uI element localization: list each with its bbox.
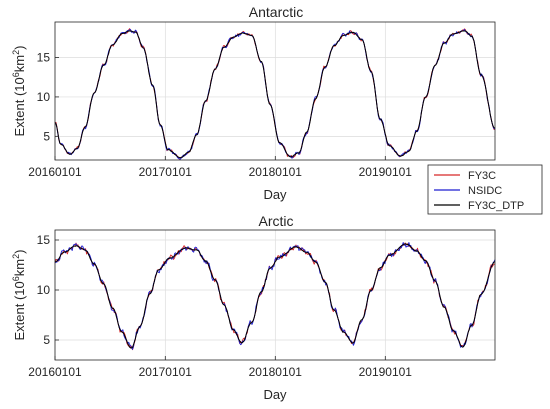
antarctic-x-tick-label: 20180101 [249,165,303,179]
arctic-x-ticks: 20160101 20170101 20180101 20190101 [28,356,412,379]
arctic-x-axis-label: Day [263,387,287,402]
legend-label-nsidc: NSIDC [468,185,502,197]
antarctic-x-tick-label: 20160101 [28,165,82,179]
arctic-y-tick-label: 15 [37,233,51,247]
arctic-x-tick-label: 20180101 [249,365,303,379]
arctic-x-tick-label: 20170101 [139,365,193,379]
antarctic-title: Antarctic [249,4,303,20]
antarctic-series [54,28,496,160]
antarctic-axes-frame [54,21,496,161]
antarctic-x-tick-label: 20190101 [359,165,413,179]
arctic-panel: Arctic 20160101 20170101 20180101 20190101 … [11,213,496,402]
arctic-y-tick-label: 5 [43,333,50,347]
antarctic-y-tick-label: 15 [37,50,51,64]
antarctic-y-tick-label: 5 [43,129,50,143]
legend-entries: FY3C NSIDC FY3C_DTP [434,170,524,212]
arctic-title: Arctic [259,213,294,229]
arctic-x-tick-label: 20160101 [28,365,82,379]
arctic-series [54,242,496,351]
arctic-series-nsidc [54,242,496,350]
antarctic-x-axis-label: Day [263,187,287,202]
antarctic-panel: Antarctic 20160101 20170101 20180101 201901… [11,4,496,202]
arctic-y-ticks: 5 10 15 [37,233,59,347]
arctic-y-axis-label: Extent (106km2) [11,250,27,341]
antarctic-y-ticks: 5 10 15 [37,50,59,143]
antarctic-y-tick-label: 10 [37,90,51,104]
arctic-axes-frame [54,229,496,361]
legend-label-fy3c: FY3C [468,170,496,182]
legend-label-fy3c-dtp: FY3C_DTP [468,200,524,212]
antarctic-grid [54,22,495,160]
arctic-series-fy3c-dtp [54,243,496,349]
antarctic-x-ticks: 20160101 20170101 20180101 20190101 [28,156,412,179]
antarctic-x-tick-label: 20170101 [139,165,193,179]
legend: FY3C NSIDC FY3C_DTP [427,164,543,215]
arctic-y-tick-label: 10 [37,283,51,297]
arctic-x-tick-label: 20190101 [359,365,413,379]
antarctic-y-axis-label: Extent (106km2) [11,46,27,137]
antarctic-series-fy3c-dtp [54,30,496,159]
arctic-grid [54,230,495,360]
